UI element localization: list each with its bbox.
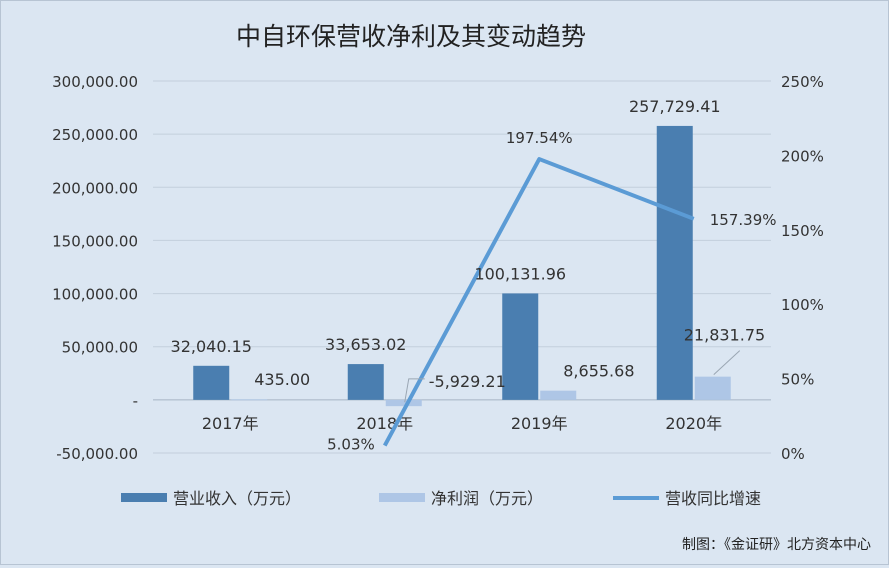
bar bbox=[231, 399, 268, 401]
bar bbox=[193, 365, 230, 400]
bar bbox=[694, 376, 731, 400]
y-left-tick-label: 300,000.00 bbox=[52, 73, 138, 91]
bar bbox=[540, 390, 577, 400]
legend-swatch bbox=[379, 493, 425, 502]
data-label: 32,040.15 bbox=[171, 337, 252, 356]
legend-label: 净利润（万元） bbox=[431, 489, 543, 508]
data-label: 33,653.02 bbox=[325, 335, 406, 354]
legend-swatch bbox=[121, 493, 167, 502]
legend-label: 营收同比增速 bbox=[665, 489, 761, 508]
y-left-tick-label: 250,000.00 bbox=[52, 126, 138, 144]
data-label: 21,831.75 bbox=[684, 326, 765, 345]
y-left-tick-label: 200,000.00 bbox=[52, 179, 138, 197]
data-label: 257,729.41 bbox=[629, 97, 721, 116]
legend-label: 营业收入（万元） bbox=[173, 489, 301, 508]
data-label: 100,131.96 bbox=[474, 264, 566, 283]
bar bbox=[385, 399, 422, 407]
data-label: 8,655.68 bbox=[563, 362, 634, 381]
x-tick-label: 2017年 bbox=[202, 414, 259, 433]
y-left-tick-label: 100,000.00 bbox=[52, 286, 138, 304]
x-tick-label: 2018年 bbox=[356, 414, 413, 433]
leader-line bbox=[404, 378, 425, 403]
y-left-tick-label: 150,000.00 bbox=[52, 232, 138, 250]
growth-label: 157.39% bbox=[710, 211, 777, 229]
y-left-tick-label: 50,000.00 bbox=[62, 339, 138, 357]
leader-line bbox=[713, 350, 741, 376]
chart-title: 中自环保营收净利及其变动趋势 bbox=[236, 22, 586, 51]
growth-label: 5.03% bbox=[327, 436, 375, 454]
y-right-tick-label: 50% bbox=[781, 371, 814, 389]
y-left-tick-label: - bbox=[133, 392, 138, 410]
growth-label: 197.54% bbox=[506, 129, 573, 147]
growth-line bbox=[382, 157, 695, 447]
y-right-tick-label: 250% bbox=[781, 73, 824, 91]
x-tick-label: 2019年 bbox=[511, 414, 568, 433]
bar bbox=[502, 293, 539, 400]
y-right-tick-label: 150% bbox=[781, 222, 824, 240]
y-right-tick-label: 0% bbox=[781, 445, 805, 463]
x-tick-label: 2020年 bbox=[665, 414, 722, 433]
credit-text: 制图：《金证研》北方资本中心 bbox=[682, 537, 871, 553]
data-label: -5,929.21 bbox=[429, 372, 506, 391]
y-right-tick-label: 200% bbox=[781, 147, 824, 165]
bar bbox=[656, 125, 693, 400]
data-label: 435.00 bbox=[254, 370, 310, 389]
bar bbox=[347, 364, 384, 400]
y-left-tick-label: -50,000.00 bbox=[56, 445, 138, 463]
y-right-tick-label: 100% bbox=[781, 296, 824, 314]
